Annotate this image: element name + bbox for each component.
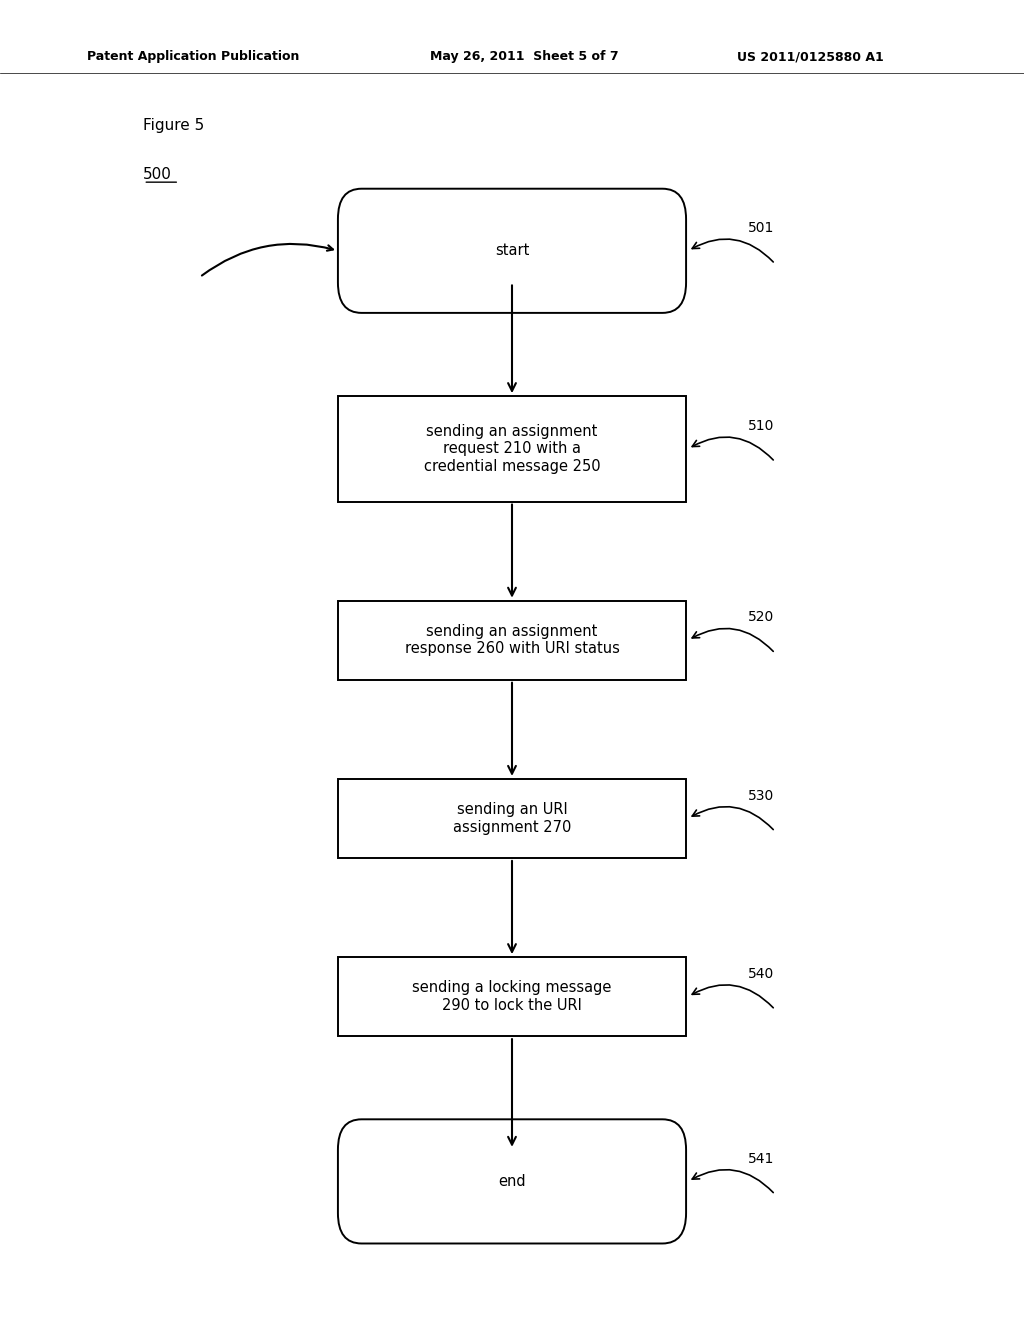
Text: May 26, 2011  Sheet 5 of 7: May 26, 2011 Sheet 5 of 7	[430, 50, 618, 63]
Text: Figure 5: Figure 5	[143, 117, 205, 133]
Text: 541: 541	[748, 1151, 774, 1166]
Text: end: end	[499, 1173, 525, 1189]
Text: 520: 520	[748, 610, 774, 624]
Text: sending a locking message
290 to lock the URI: sending a locking message 290 to lock th…	[413, 981, 611, 1012]
Text: 500: 500	[143, 166, 172, 182]
Text: US 2011/0125880 A1: US 2011/0125880 A1	[737, 50, 884, 63]
Text: 510: 510	[748, 418, 774, 433]
Bar	[338, 779, 686, 858]
Text: sending an URI
assignment 270: sending an URI assignment 270	[453, 803, 571, 834]
Text: sending an assignment
request 210 with a
credential message 250: sending an assignment request 210 with a…	[424, 424, 600, 474]
FancyBboxPatch shape	[338, 1119, 686, 1243]
Text: start: start	[495, 243, 529, 259]
Bar	[338, 957, 686, 1036]
Bar	[338, 601, 686, 680]
Text: sending an assignment
response 260 with URI status: sending an assignment response 260 with …	[404, 624, 620, 656]
Text: 501: 501	[748, 220, 774, 235]
Text: 540: 540	[748, 966, 774, 981]
Text: Patent Application Publication: Patent Application Publication	[87, 50, 299, 63]
FancyBboxPatch shape	[338, 189, 686, 313]
Bar	[338, 396, 686, 502]
Text: 530: 530	[748, 788, 774, 803]
